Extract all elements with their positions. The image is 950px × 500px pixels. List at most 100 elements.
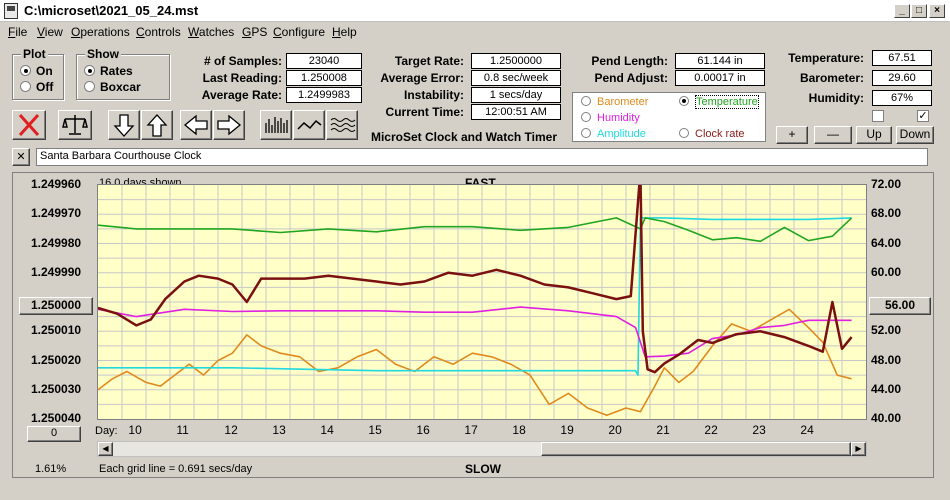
day-tick-label: 17 [464,423,478,437]
menu-controls[interactable]: Controls [136,25,181,39]
app-caption: MicroSet Clock and Watch Timer [370,130,558,144]
day-tick-label: 11 [176,423,189,437]
aux-option-clock-rate[interactable]: Clock rate [679,128,745,140]
right-axis-tick-label: 64.00 [871,235,902,250]
plot-group: Plot [12,47,64,100]
aux-center-button[interactable]: 56.00 [869,297,931,315]
scroll-down-button[interactable] [108,110,140,140]
arrow-down-icon [113,114,135,137]
horizontal-scrollbar[interactable]: ◀ ▶ [97,441,867,457]
temperature-field: 67.51 [872,50,932,66]
waves-icon [330,118,356,132]
plot-off-radio[interactable]: Off [20,80,53,94]
series-line-humidity [97,306,852,358]
menu-help[interactable]: Help [332,25,357,39]
samples-field: 23040 [286,53,362,69]
window-title: C:\microset\2021_05_24.mst [24,3,199,18]
right-axis-tick-label: 44.00 [871,381,902,396]
stop-x-button[interactable] [12,110,46,140]
menu-view[interactable]: View [37,25,63,39]
scroll-right-arrow[interactable]: ▶ [851,442,866,456]
pend-length-label: Pend Length: [591,54,668,68]
right-axis-tick-label: 52.00 [871,323,902,338]
last-reading-field: 1.250008 [286,70,362,86]
plus-button[interactable]: + [776,126,808,144]
arrow-right-icon [217,114,242,136]
chart-panel: 16.0 days shown FAST SLOW Each grid line… [12,169,934,478]
bar-mode-button[interactable] [260,110,292,140]
left-axis-tick-label: 1.250010 [31,323,82,338]
average-error-field: 0.8 sec/week [471,70,561,86]
clock-name-field[interactable]: Santa Barbara Courthouse Clock [36,148,928,166]
chart-svg [97,169,866,419]
right-axis-tick-label: 48.00 [871,352,902,367]
scroll-up-button[interactable] [141,110,173,140]
line-mode-button[interactable] [293,110,325,140]
aux-option-amplitude[interactable]: Amplitude [581,128,646,140]
day-tick-label: 22 [704,423,718,437]
close-icon: ✕ [16,151,26,163]
chart-plot-area[interactable] [97,169,867,420]
plot-on-radio[interactable]: On [20,64,53,78]
menu-watches[interactable]: Watches [188,25,235,39]
right-axis-tick-label: 72.00 [871,177,902,191]
arrow-up-icon [146,114,168,137]
day-tick-label: 21 [656,423,670,437]
red-x-icon [18,113,40,137]
scroll-left-arrow[interactable]: ◀ [98,442,113,456]
maximize-button[interactable]: □ [911,4,927,18]
barometer-field: 29.60 [872,70,932,86]
left-axis-tick-label: 1.250020 [31,352,82,367]
day-tick-label: 16 [416,423,430,437]
app-icon[interactable] [4,3,18,19]
day-tick-label: 20 [608,423,622,437]
menu-gps[interactable]: GPS [242,25,268,39]
up-button[interactable]: Up [856,126,892,144]
left-axis-tick-label: 1.249970 [31,206,82,221]
day-tick-label: 13 [272,423,286,437]
target-rate-label: Target Rate: [394,54,464,68]
barometer-label: Barometer: [799,71,864,85]
bar-chart-icon [265,117,288,133]
pend-adjust-field: 0.00017 in [675,70,765,86]
aux-option-humidity[interactable]: Humidity [581,112,640,124]
right-checkbox[interactable]: ✓ [917,110,929,122]
aux-option-barometer[interactable]: Barometer [581,96,648,108]
scroll-right-button[interactable] [213,110,245,140]
scroll-thumb[interactable] [541,442,851,456]
title-bar[interactable]: C:\microset\2021_05_24.mst _ □ × [0,0,950,22]
day-tick-label: 15 [368,423,382,437]
show-boxcar-radio[interactable]: Boxcar [84,80,141,94]
scroll-left-button[interactable] [180,110,212,140]
minimize-button[interactable]: _ [894,4,910,18]
menu-bar: File View Operations Controls Watches GP… [0,22,950,42]
down-button[interactable]: Down [896,126,934,144]
menu-configure[interactable]: Configure [273,25,326,39]
clear-clock-button[interactable]: ✕ [12,148,30,166]
balance-scale-icon [62,115,88,135]
line-chart-icon [297,119,322,130]
day-tick-label: 14 [320,423,334,437]
left-axis-tick-label: 1.249980 [31,235,82,250]
instability-label: Instability: [403,88,464,102]
series-line-barometer [97,308,852,417]
left-axis-tick-label: 1.249960 [31,177,82,191]
day-tick-label: 19 [560,423,574,437]
aux-option-temperature[interactable]: Temperature [679,95,759,109]
left-checkbox[interactable] [872,110,884,122]
left-axis-tick-label: 1.250030 [31,381,82,396]
average-rate-label: Average Rate: [201,88,282,102]
left-axis-tick-label: 1.249990 [31,264,82,279]
close-button[interactable]: × [929,4,945,18]
rate-center-button[interactable]: 1.250000 [19,297,93,315]
balance-button[interactable] [58,110,92,140]
menu-file[interactable]: File [8,25,28,39]
grid-note: Each grid line = 0.691 secs/day [99,463,253,475]
zero-button[interactable]: 0 [27,426,81,442]
menu-operations[interactable]: Operations [71,25,130,39]
right-axis-tick-label: 68.00 [871,206,902,221]
minus-button[interactable]: — [814,126,852,144]
show-rates-radio[interactable]: Rates [84,64,133,78]
wave-mode-button[interactable] [326,110,358,140]
